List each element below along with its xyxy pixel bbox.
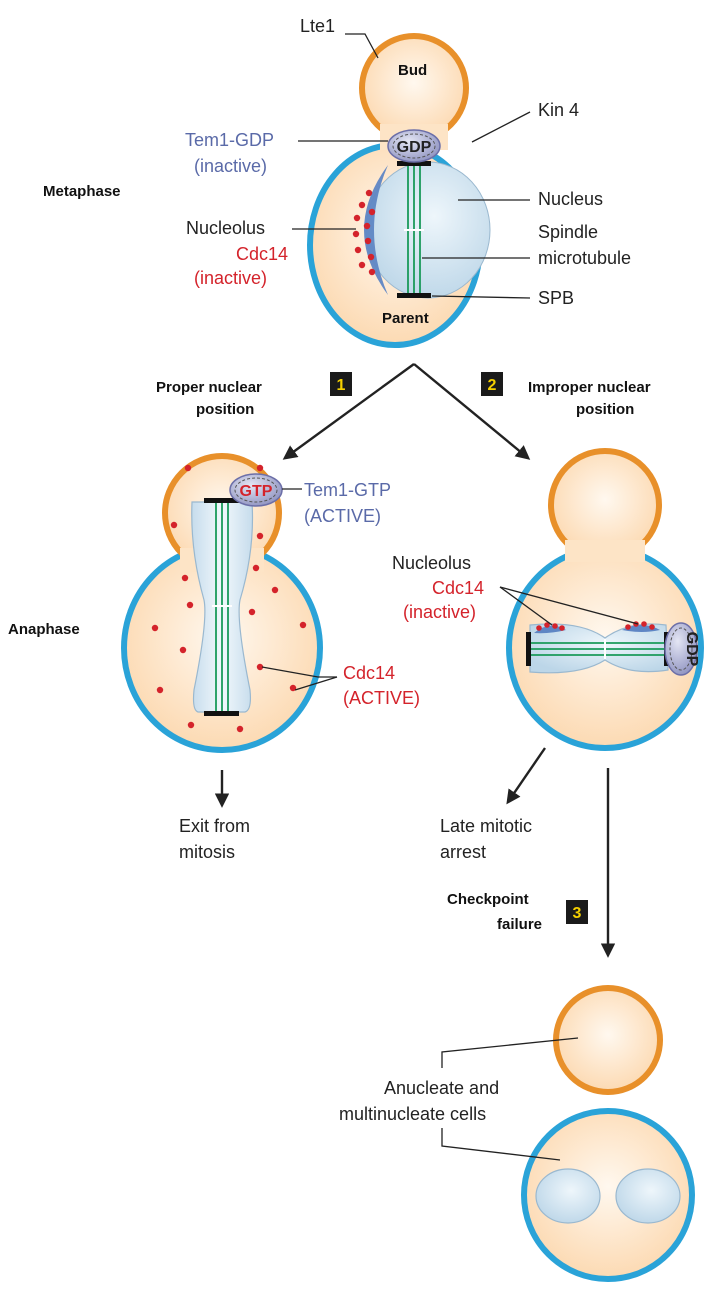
cdc14-label: Cdc14 [236,244,288,264]
arrest-label-1: Late mitotic [440,816,532,836]
improper-spindle [530,642,666,656]
metaphase-cell: GDP Bud Parent [307,33,491,348]
tem1-gdp-label: Tem1-GDP [185,130,274,150]
step-1-number: 1 [337,377,346,394]
branch-arrow-right [413,363,531,460]
exit-label-2: mitosis [179,842,235,862]
anaphase-cell: GTP [121,453,323,753]
gdp-text: GDP [397,139,432,156]
branch3-line2: failure [497,916,542,933]
cdc14-active-label: Cdc14 [343,663,395,683]
improper-gdp-badge [664,622,698,676]
lte1-label: Lte1 [300,16,335,36]
improper-cdc14-dots [536,621,655,631]
bud-label: Bud [398,62,427,79]
branch2-line2: position [576,401,634,418]
improper-spb-left [526,632,531,666]
step-badge-1 [330,372,352,396]
improper-nucleolus-label: Nucleolus [392,553,471,573]
anaphase-spb-top [204,498,239,503]
anaphase-stage-label: Anaphase [8,621,80,638]
kin4-label: Kin 4 [538,100,579,120]
nucleus [365,161,491,299]
branch2-line1: Improper nuclear [528,379,651,396]
tem1-gdp-state: (inactive) [194,156,267,176]
step-2-number: 2 [488,377,497,394]
gtp-badge [229,473,283,507]
anaphase-spindle [215,503,229,712]
improper-cdc14-state: (inactive) [403,602,476,622]
spb-label: SPB [538,288,574,308]
spb-bottom [397,293,431,298]
cdc14-active-state: (ACTIVE) [343,688,420,708]
exit-label-1: Exit from [179,816,250,836]
spb-top [397,161,431,166]
anaphase-spb-bottom [204,711,239,716]
parent-label: Parent [382,310,429,327]
metaphase-stage-label: Metaphase [43,183,121,200]
branch-arrow-left [282,363,415,460]
multinucleate-nucleus-right [615,1168,681,1224]
cdc14-dots-inactive [352,189,376,276]
nucleus-label: Nucleus [538,189,603,209]
result-label-1: Anucleate and [384,1078,499,1098]
arrest-arrow [506,747,546,805]
improper-nucleolus-left [534,625,566,634]
result-label-2: multinucleate cells [339,1104,486,1124]
cdc14-state: (inactive) [194,268,267,288]
improper-cell: GDP [506,448,704,751]
improper-cdc14-label: Cdc14 [432,578,484,598]
gdp-badge [387,129,441,163]
step-3-number: 3 [573,905,582,922]
nucleolus-label: Nucleolus [186,218,265,238]
tem1-gtp-label: Tem1-GTP [304,480,391,500]
tem1-gtp-state: (ACTIVE) [304,506,381,526]
step-badge-2 [481,372,503,396]
multinucleate-nucleus-left [535,1168,601,1224]
cdc14-dots-active [151,464,307,733]
anucleate-cell [553,985,663,1095]
arrest-label-2: arrest [440,842,486,862]
nucleolus-crescent [364,165,388,295]
multinucleate-cell [521,1108,695,1282]
gtp-text: GTP [240,483,273,500]
step-badge-3 [566,900,588,924]
improper-gdp-text: GDP [683,632,700,667]
branch1-line1: Proper nuclear [156,379,262,396]
branch1-line2: position [196,401,254,418]
branch3-line1: Checkpoint [447,891,529,908]
spindle-label-2: microtubule [538,248,631,268]
spindle-label-1: Spindle [538,222,598,242]
